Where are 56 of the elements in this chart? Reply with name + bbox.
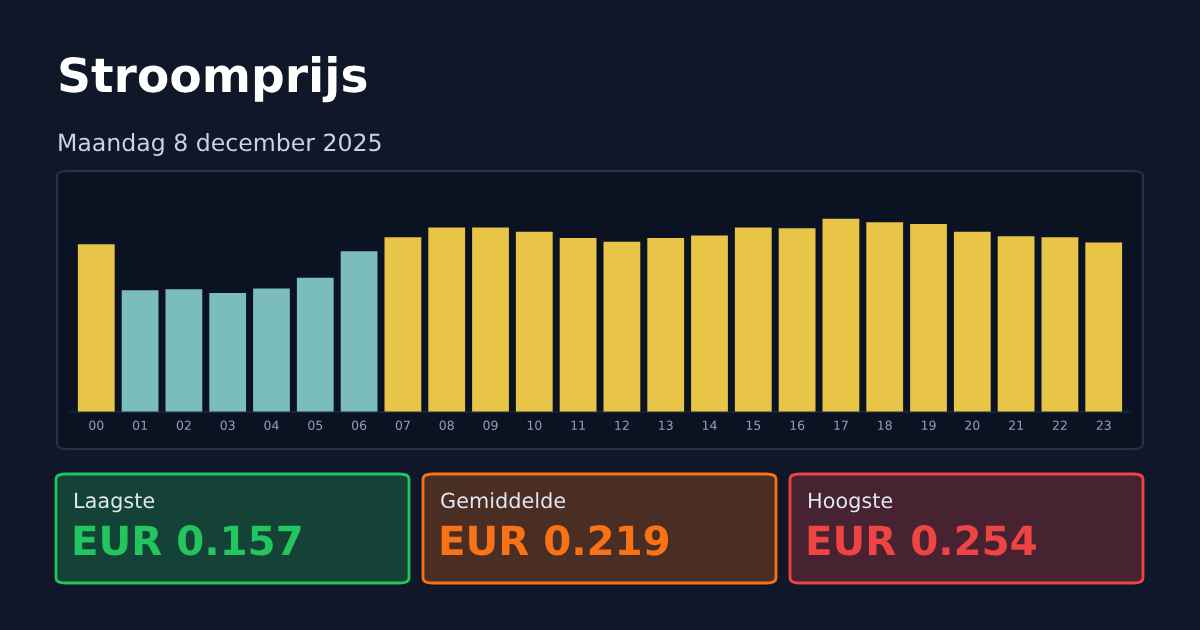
x-tick-label: 18 [878,420,892,431]
bar [603,241,641,412]
text: EUR 0.219 [441,525,669,556]
text: Laagste [75,492,155,513]
x-tick-label: 03 [220,420,235,431]
bar [165,289,203,412]
text: Hoogste [809,492,893,513]
x-tick-label: 23 [1096,420,1111,431]
x-tick-label: 05 [308,420,323,431]
bar [515,231,553,412]
x-tick-label: 09 [483,420,498,431]
bar [647,238,685,412]
x-tick-label: 10 [527,420,542,431]
bar [953,231,991,412]
x-tick-label: 07 [395,420,410,431]
x-tick-label: 12 [615,420,629,430]
chart-title: Stroomprijs [60,56,367,103]
x-tick-label: 20 [965,420,980,431]
bar [910,223,947,412]
x-tick-label: 00 [89,420,104,431]
bar [209,292,247,412]
x-tick-label: 13 [659,420,673,431]
x-tick-label: 16 [790,420,805,431]
x-tick-label: 08 [439,420,454,431]
bar [734,227,772,412]
bar [866,222,904,412]
chart-subtitle: Maandag 8 december 2025 [59,133,381,156]
text: EUR 0.254 [808,525,1036,556]
bar [559,238,597,412]
bar [997,236,1035,412]
bar [822,218,860,412]
bar [472,227,509,412]
bar [296,277,334,412]
x-tick-label: 21 [1009,420,1023,430]
bar [121,290,159,412]
bar [1041,237,1079,412]
bar [778,228,816,412]
x-tick-label: 19 [921,420,936,431]
x-tick-label: 02 [176,420,191,431]
x-tick-label: 17 [834,420,848,430]
x-tick-label: 11 [571,420,585,430]
bar [428,227,466,412]
bar [1085,242,1123,412]
bar [384,237,422,412]
x-tick-label: 14 [702,420,717,430]
x-tick-label: 04 [264,420,279,431]
bar [77,244,115,412]
x-tick-label: 15 [746,420,761,431]
bar [253,288,290,412]
x-tick-label: 22 [1052,420,1067,430]
bar [340,251,378,412]
bar [691,235,728,412]
x-tick-label: 06 [351,420,367,431]
x-tick-label: 01 [132,420,147,431]
text: Gemiddelde [441,492,566,509]
text: EUR 0.157 [74,525,301,556]
